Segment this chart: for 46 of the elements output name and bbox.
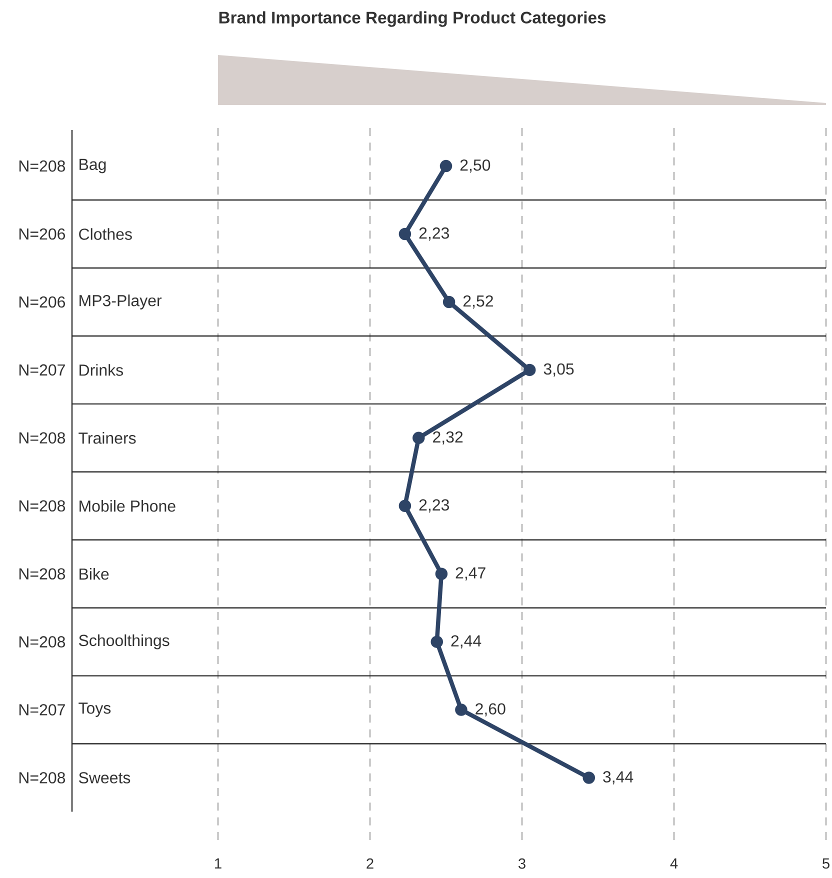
point [412, 432, 425, 444]
x-tick-label: 5 [822, 858, 830, 869]
text: N=208 [19, 568, 66, 580]
point [442, 296, 456, 308]
point [435, 568, 448, 580]
data-label: 2,52 [463, 295, 493, 309]
text: N=208 [19, 500, 66, 512]
data-label: 3,44 [603, 771, 634, 784]
text: N=208 [19, 636, 66, 648]
y-tick-label: Bike [80, 568, 109, 580]
data-label: 2,23 [419, 227, 449, 241]
data-label: 2,23 [419, 499, 449, 512]
y-tick-label: MP3-Player [80, 294, 162, 310]
x-tick-label: 2 [366, 858, 374, 869]
point [455, 704, 468, 716]
point [430, 636, 444, 648]
text: N=208 [19, 432, 66, 444]
y-tick-label: Clothes [79, 228, 132, 240]
point [440, 160, 452, 172]
data-label: 2,60 [476, 703, 506, 716]
x-tick-label: 3 [518, 858, 526, 869]
point [582, 772, 596, 784]
text: N=207 [19, 704, 65, 716]
point [523, 364, 536, 376]
point [398, 228, 412, 240]
text: N=207 [19, 364, 65, 376]
chart-title: Brand Importance Regarding Product Categories [219, 11, 606, 27]
data-label: 2,44 [451, 635, 482, 648]
text: N=206 [19, 296, 66, 308]
point [398, 500, 412, 512]
data-label: 2,32 [433, 431, 463, 445]
x-tick-label: 4 [670, 858, 678, 868]
y-tick-label: Sweets [78, 772, 130, 784]
data-label: 2,50 [460, 159, 490, 173]
y-tick-label: Drinks [80, 364, 124, 376]
x-tick-label: 1 [215, 858, 222, 868]
y-tick-label: Schoolthings [78, 634, 170, 650]
data-label: 3,05 [544, 363, 574, 377]
text: N=208 [19, 160, 66, 172]
y-tick-label: Toys [78, 702, 111, 717]
y-tick-label: Bag [80, 158, 106, 174]
text: N=206 [19, 228, 66, 240]
data-label: 2,47 [456, 567, 486, 580]
text: N=208 [19, 772, 66, 784]
y-tick-label: Trainers [78, 432, 136, 444]
y-tick-label: Mobile Phone [80, 500, 176, 512]
